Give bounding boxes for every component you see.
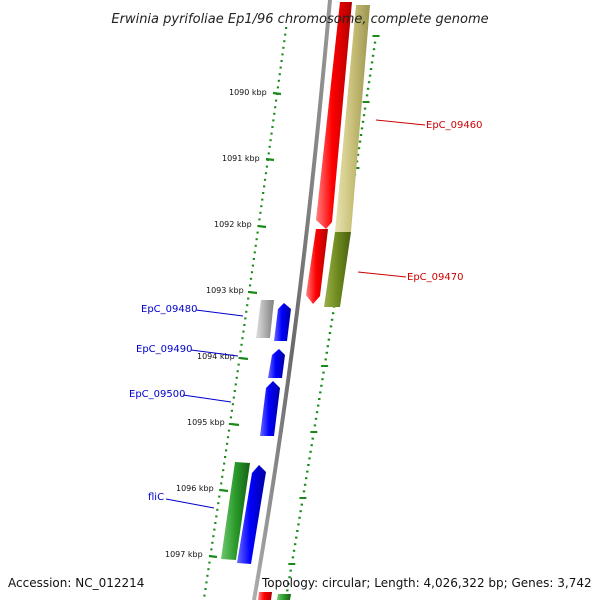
scale-label: 1094 kbp (197, 352, 235, 361)
chromosome-backbone (252, 0, 332, 600)
scale-label: 1097 kbp (165, 550, 203, 559)
scale-tick (272, 91, 282, 96)
scale-tick (248, 290, 258, 295)
leader-line (165, 498, 215, 509)
gene-label-fliC[interactable]: fliC (148, 492, 164, 503)
scale-ticks: 1090 kbp 1091 kbp 1092 kbp 1093 kbp 1094… (165, 88, 282, 559)
gene-fliC-arrow (237, 465, 266, 564)
leader-line (182, 394, 232, 403)
gene-label-EpC_09460[interactable]: EpC_09460 (426, 120, 482, 131)
scale-tick (230, 422, 240, 427)
feature-olive (335, 5, 370, 232)
feature-green-stub (277, 594, 291, 600)
scale-tick (257, 224, 267, 229)
scale-label: 1091 kbp (222, 154, 260, 163)
leader-line (375, 119, 426, 126)
gene-EpC_09490-arrow (268, 349, 285, 378)
feature-green (221, 462, 250, 560)
feature-dark-olive (324, 232, 351, 307)
leader-line (195, 309, 244, 317)
scale-tick (239, 356, 249, 361)
topology-text: Topology: circular; Length: 4,026,322 bp… (262, 576, 592, 590)
gene-EpC_09470-arrow (306, 229, 328, 304)
feature-red-stub (258, 592, 272, 600)
scale-label: 1096 kbp (176, 484, 214, 493)
leader-line (190, 349, 239, 357)
reverse-features (221, 300, 291, 564)
scale-label: 1095 kbp (187, 418, 225, 427)
scale-tick (265, 157, 275, 162)
gene-label-EpC_09500[interactable]: EpC_09500 (129, 389, 185, 400)
accession-text: Accession: NC_012214 (8, 576, 145, 590)
gene-EpC_09460-arrow (316, 2, 352, 229)
scale-label: 1090 kbp (229, 88, 267, 97)
left-dotted-ruler (203, 27, 288, 597)
gene-labels: EpC_09460 EpC_09470 EpC_09480 EpC_09490 … (129, 119, 482, 509)
gene-label-EpC_09480[interactable]: EpC_09480 (141, 304, 197, 315)
scale-label: 1093 kbp (206, 286, 244, 295)
gene-EpC_09500-arrow (260, 381, 280, 436)
map-title: Erwinia pyrifoliae Ep1/96 chromosome, co… (111, 12, 488, 27)
forward-features (258, 2, 370, 600)
scale-tick (219, 488, 229, 493)
scale-label: 1092 kbp (214, 220, 252, 229)
scale-tick (208, 554, 218, 559)
leader-line (357, 271, 407, 278)
gene-label-EpC_09490[interactable]: EpC_09490 (136, 344, 192, 355)
feature-gray (256, 300, 274, 338)
gene-EpC_09480-arrow (274, 303, 291, 341)
gene-label-EpC_09470[interactable]: EpC_09470 (407, 272, 463, 283)
